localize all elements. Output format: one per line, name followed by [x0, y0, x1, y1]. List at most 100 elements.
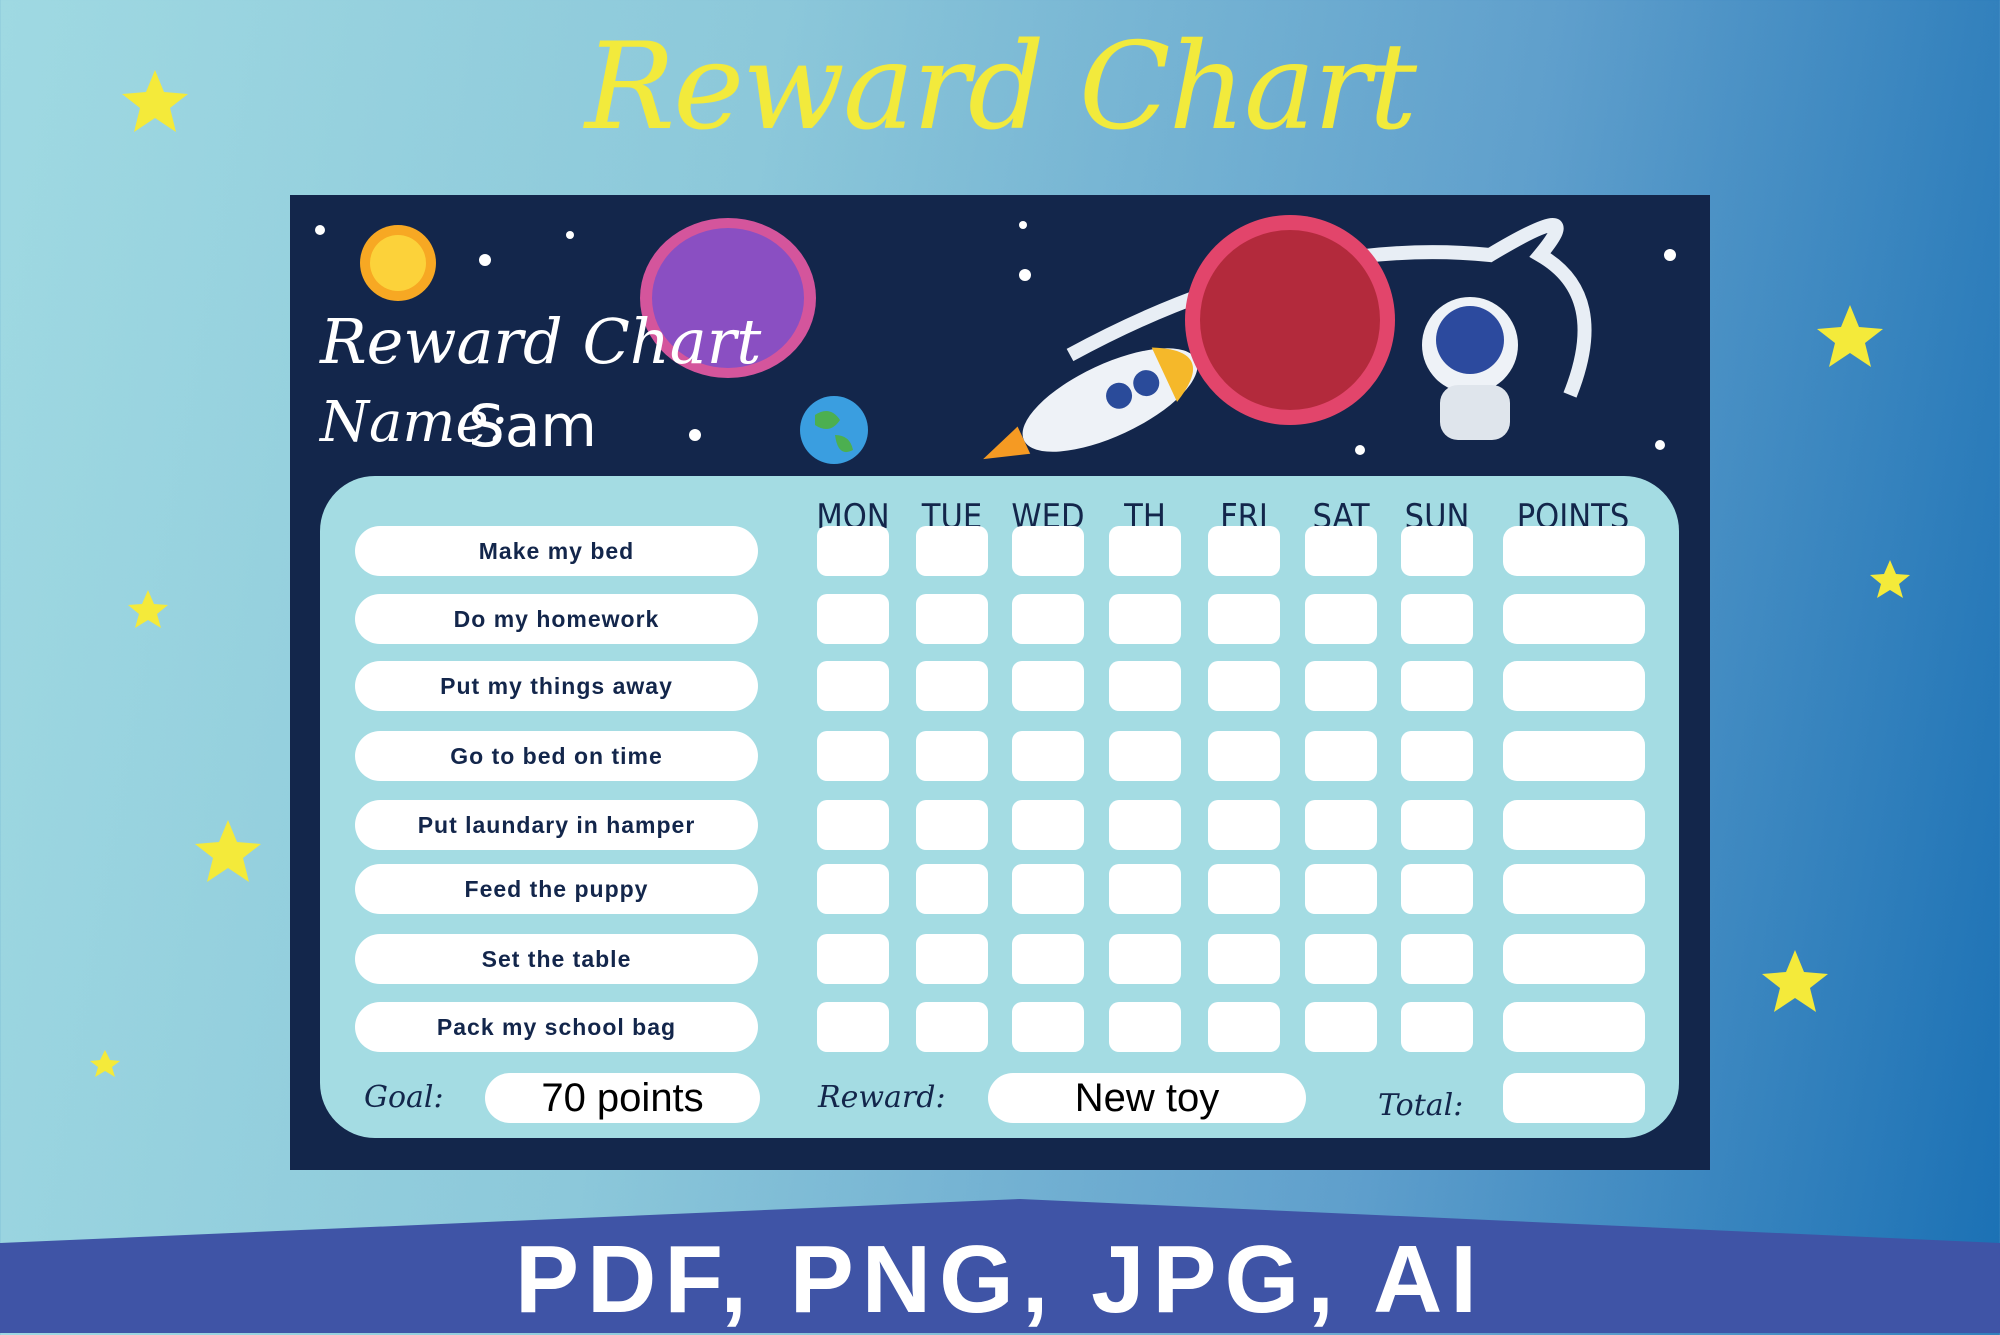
task-label: Set the table — [355, 934, 758, 984]
checkbox-sun[interactable] — [1401, 661, 1473, 711]
checkbox-mon[interactable] — [817, 661, 889, 711]
checkbox-tue[interactable] — [916, 1002, 988, 1052]
points-cell[interactable] — [1503, 1002, 1645, 1052]
goal-field[interactable]: 70 points — [485, 1073, 760, 1123]
checkbox-sat[interactable] — [1305, 934, 1377, 984]
checkbox-fri[interactable] — [1208, 864, 1280, 914]
checkbox-sat[interactable] — [1305, 864, 1377, 914]
task-label: Go to bed on time — [355, 731, 758, 781]
checkbox-fri[interactable] — [1208, 1002, 1280, 1052]
page-title: Reward Chart — [584, 18, 1417, 157]
red-planet-icon — [1185, 215, 1395, 425]
file-formats: PDF, PNG, JPG, AI — [515, 1226, 1485, 1333]
points-cell[interactable] — [1503, 526, 1645, 576]
checkbox-tue[interactable] — [916, 526, 988, 576]
checkbox-th[interactable] — [1109, 594, 1181, 644]
checkbox-th[interactable] — [1109, 934, 1181, 984]
star-icon — [90, 1050, 120, 1077]
checkbox-sat[interactable] — [1305, 594, 1377, 644]
checkbox-wed[interactable] — [1012, 594, 1084, 644]
checkbox-th[interactable] — [1109, 864, 1181, 914]
reward-chart-board: Reward Chart Name: Sam MON TUE WED TH FR… — [290, 195, 1710, 1170]
checkbox-wed[interactable] — [1012, 934, 1084, 984]
checkbox-th[interactable] — [1109, 1002, 1181, 1052]
purple-planet-icon — [640, 218, 816, 378]
star-icon — [128, 590, 168, 628]
checkbox-sat[interactable] — [1305, 800, 1377, 850]
checkbox-sun[interactable] — [1401, 864, 1473, 914]
checkbox-fri[interactable] — [1208, 934, 1280, 984]
checkbox-wed[interactable] — [1012, 731, 1084, 781]
checkbox-mon[interactable] — [817, 526, 889, 576]
checkbox-sun[interactable] — [1401, 800, 1473, 850]
checkbox-mon[interactable] — [817, 800, 889, 850]
checkbox-sat[interactable] — [1305, 731, 1377, 781]
star-icon — [1762, 950, 1828, 1012]
reward-label: Reward: — [818, 1080, 946, 1115]
chart-table: MON TUE WED TH FRI SAT SUN POINTS Make m… — [320, 476, 1679, 1138]
checkbox-th[interactable] — [1109, 731, 1181, 781]
checkbox-tue[interactable] — [916, 864, 988, 914]
astronaut-icon — [1422, 297, 1518, 440]
checkbox-wed[interactable] — [1012, 526, 1084, 576]
checkbox-tue[interactable] — [916, 731, 988, 781]
sparkle-stars — [315, 221, 1676, 455]
checkbox-tue[interactable] — [916, 594, 988, 644]
checkbox-mon[interactable] — [817, 731, 889, 781]
checkbox-sun[interactable] — [1401, 731, 1473, 781]
checkbox-fri[interactable] — [1208, 526, 1280, 576]
points-cell[interactable] — [1503, 731, 1645, 781]
checkbox-mon[interactable] — [817, 594, 889, 644]
checkbox-tue[interactable] — [916, 661, 988, 711]
points-cell[interactable] — [1503, 594, 1645, 644]
task-label: Make my bed — [355, 526, 758, 576]
checkbox-sun[interactable] — [1401, 934, 1473, 984]
checkbox-mon[interactable] — [817, 934, 889, 984]
points-cell[interactable] — [1503, 800, 1645, 850]
checkbox-tue[interactable] — [916, 934, 988, 984]
checkbox-fri[interactable] — [1208, 661, 1280, 711]
checkbox-sat[interactable] — [1305, 661, 1377, 711]
checkbox-fri[interactable] — [1208, 800, 1280, 850]
checkbox-mon[interactable] — [817, 864, 889, 914]
checkbox-sun[interactable] — [1401, 594, 1473, 644]
space-illustration — [315, 215, 1676, 464]
checkbox-sat[interactable] — [1305, 1002, 1377, 1052]
checkbox-wed[interactable] — [1012, 864, 1084, 914]
star-icon — [122, 70, 188, 132]
total-field[interactable] — [1503, 1073, 1645, 1123]
points-cell[interactable] — [1503, 661, 1645, 711]
task-label: Put my things away — [355, 661, 758, 711]
reward-field[interactable]: New toy — [988, 1073, 1306, 1123]
rocket-icon — [983, 347, 1198, 460]
star-icon — [1870, 560, 1910, 598]
checkbox-wed[interactable] — [1012, 800, 1084, 850]
chart-title: Reward Chart — [320, 305, 762, 378]
total-label: Total: — [1378, 1088, 1464, 1123]
banner-shape — [0, 1199, 2000, 1333]
checkbox-th[interactable] — [1109, 800, 1181, 850]
earth-icon — [800, 396, 868, 464]
checkbox-wed[interactable] — [1012, 661, 1084, 711]
checkbox-fri[interactable] — [1208, 594, 1280, 644]
checkbox-tue[interactable] — [916, 800, 988, 850]
checkbox-mon[interactable] — [817, 1002, 889, 1052]
goal-label: Goal: — [364, 1080, 444, 1115]
task-label: Pack my school bag — [355, 1002, 758, 1052]
checkbox-fri[interactable] — [1208, 731, 1280, 781]
name-value: Sam — [468, 392, 597, 460]
points-cell[interactable] — [1503, 934, 1645, 984]
star-icon — [195, 820, 261, 882]
checkbox-sun[interactable] — [1401, 526, 1473, 576]
sun-icon — [360, 225, 436, 301]
checkbox-th[interactable] — [1109, 526, 1181, 576]
checkbox-wed[interactable] — [1012, 1002, 1084, 1052]
points-cell[interactable] — [1503, 864, 1645, 914]
task-label: Do my homework — [355, 594, 758, 644]
task-label: Put laundary in hamper — [355, 800, 758, 850]
task-label: Feed the puppy — [355, 864, 758, 914]
checkbox-sat[interactable] — [1305, 526, 1377, 576]
checkbox-sun[interactable] — [1401, 1002, 1473, 1052]
checkbox-th[interactable] — [1109, 661, 1181, 711]
